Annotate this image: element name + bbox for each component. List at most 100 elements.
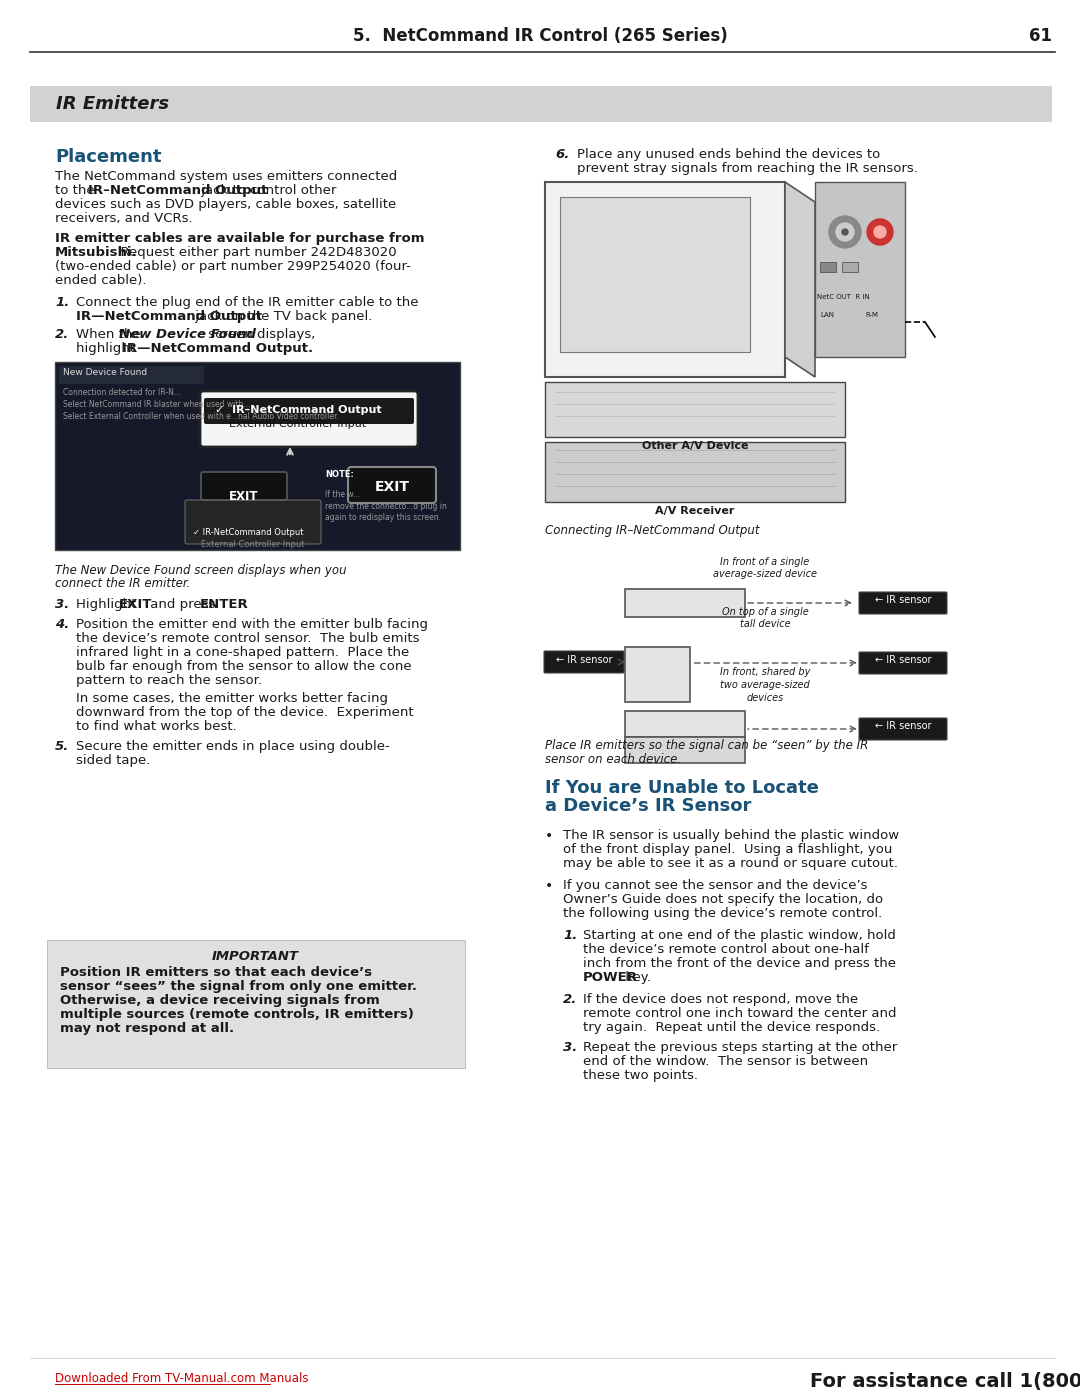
Text: these two points.: these two points. bbox=[583, 1069, 698, 1083]
Text: If You are Unable to Locate: If You are Unable to Locate bbox=[545, 780, 819, 798]
FancyBboxPatch shape bbox=[625, 647, 690, 703]
Text: 1.: 1. bbox=[55, 296, 69, 309]
Text: In some cases, the emitter works better facing: In some cases, the emitter works better … bbox=[76, 692, 388, 705]
Text: to find what works best.: to find what works best. bbox=[76, 719, 237, 733]
FancyBboxPatch shape bbox=[545, 182, 785, 377]
FancyBboxPatch shape bbox=[545, 441, 845, 502]
Text: infrared light in a cone-shaped pattern.  Place the: infrared light in a cone-shaped pattern.… bbox=[76, 645, 409, 659]
Text: POWER: POWER bbox=[583, 971, 638, 983]
Text: multiple sources (remote controls, IR emitters): multiple sources (remote controls, IR em… bbox=[60, 1009, 414, 1021]
Circle shape bbox=[836, 224, 854, 242]
Text: Secure the emitter ends in place using double-: Secure the emitter ends in place using d… bbox=[76, 740, 390, 753]
Text: New Device Found: New Device Found bbox=[119, 328, 256, 341]
Text: prevent stray signals from reaching the IR sensors.: prevent stray signals from reaching the … bbox=[577, 162, 918, 175]
FancyBboxPatch shape bbox=[815, 182, 905, 358]
Text: ← IR sensor: ← IR sensor bbox=[875, 721, 931, 731]
Text: Place IR emitters so the signal can be “seen” by the IR: Place IR emitters so the signal can be “… bbox=[545, 739, 868, 752]
Text: Repeat the previous steps starting at the other: Repeat the previous steps starting at th… bbox=[583, 1041, 897, 1053]
Text: New Device Found: New Device Found bbox=[63, 367, 147, 377]
Text: 61: 61 bbox=[1029, 27, 1052, 45]
Text: A/V Receiver: A/V Receiver bbox=[656, 506, 734, 515]
Text: Otherwise, a device receiving signals from: Otherwise, a device receiving signals fr… bbox=[60, 995, 380, 1007]
Text: Connecting IR–NetCommand Output: Connecting IR–NetCommand Output bbox=[545, 524, 759, 536]
Text: ← IR sensor: ← IR sensor bbox=[556, 655, 612, 665]
Text: ← IR sensor: ← IR sensor bbox=[875, 595, 931, 605]
Text: downward from the top of the device.  Experiment: downward from the top of the device. Exp… bbox=[76, 705, 414, 719]
Text: In front, shared by: In front, shared by bbox=[719, 666, 810, 678]
FancyBboxPatch shape bbox=[48, 940, 465, 1067]
Text: ended cable).: ended cable). bbox=[55, 274, 147, 286]
Text: Placement: Placement bbox=[55, 148, 162, 166]
Text: sided tape.: sided tape. bbox=[76, 754, 150, 767]
Text: IR–NetCommand Output: IR–NetCommand Output bbox=[87, 184, 268, 197]
Text: If you cannot see the sensor and the device’s: If you cannot see the sensor and the dev… bbox=[563, 879, 867, 893]
Circle shape bbox=[874, 226, 886, 237]
Text: EXIT: EXIT bbox=[229, 490, 259, 503]
Text: The New Device Found screen displays when you: The New Device Found screen displays whe… bbox=[55, 564, 347, 577]
Text: 5.: 5. bbox=[55, 740, 69, 753]
Text: IR—NetCommand Output: IR—NetCommand Output bbox=[76, 310, 262, 323]
Text: For assistance call 1(800) 332-2119: For assistance call 1(800) 332-2119 bbox=[810, 1372, 1080, 1391]
FancyBboxPatch shape bbox=[30, 87, 1052, 122]
Circle shape bbox=[829, 217, 861, 249]
Text: .: . bbox=[237, 598, 241, 610]
Text: to the: to the bbox=[55, 184, 99, 197]
FancyBboxPatch shape bbox=[842, 263, 858, 272]
Text: If the device does not respond, move the: If the device does not respond, move the bbox=[583, 993, 859, 1006]
Text: remote control one inch toward the center and: remote control one inch toward the cente… bbox=[583, 1007, 896, 1020]
Text: IR emitter cables are available for purchase from: IR emitter cables are available for purc… bbox=[55, 232, 424, 244]
Text: may be able to see it as a round or square cutout.: may be able to see it as a round or squa… bbox=[563, 856, 897, 870]
Text: may not respond at all.: may not respond at all. bbox=[60, 1023, 234, 1035]
Text: the device’s remote control about one-half: the device’s remote control about one-ha… bbox=[583, 943, 869, 956]
Text: devices: devices bbox=[746, 693, 784, 703]
Text: Highlight: Highlight bbox=[76, 598, 140, 610]
FancyBboxPatch shape bbox=[204, 398, 414, 425]
FancyBboxPatch shape bbox=[625, 711, 745, 738]
Text: Position the emitter end with the emitter bulb facing: Position the emitter end with the emitte… bbox=[76, 617, 428, 631]
Text: IMPORTANT: IMPORTANT bbox=[212, 950, 298, 963]
FancyBboxPatch shape bbox=[348, 467, 436, 503]
Text: end of the window.  The sensor is between: end of the window. The sensor is between bbox=[583, 1055, 868, 1067]
FancyBboxPatch shape bbox=[59, 366, 204, 384]
Polygon shape bbox=[785, 182, 815, 377]
Text: Connection detected for IR-N...: Connection detected for IR-N... bbox=[63, 388, 181, 397]
Circle shape bbox=[867, 219, 893, 244]
Text: of the front display panel.  Using a flashlight, you: of the front display panel. Using a flas… bbox=[563, 842, 892, 856]
FancyBboxPatch shape bbox=[820, 263, 836, 272]
Text: Connect the plug end of the IR emitter cable to the: Connect the plug end of the IR emitter c… bbox=[76, 296, 419, 309]
Text: ✓ IR-NetCommand Output: ✓ IR-NetCommand Output bbox=[193, 528, 303, 536]
Text: sensor “sees” the signal from only one emitter.: sensor “sees” the signal from only one e… bbox=[60, 981, 417, 993]
Text: the following using the device’s remote control.: the following using the device’s remote … bbox=[563, 907, 882, 921]
Text: inch from the front of the device and press the: inch from the front of the device and pr… bbox=[583, 957, 896, 970]
Text: External Controller Input: External Controller Input bbox=[193, 541, 305, 549]
Text: 2.: 2. bbox=[55, 328, 69, 341]
Text: Select External Controller when used with e...nal Audio Video controller.: Select External Controller when used wit… bbox=[63, 412, 339, 420]
Text: 4.: 4. bbox=[55, 617, 69, 631]
Text: 3.: 3. bbox=[563, 1041, 577, 1053]
FancyBboxPatch shape bbox=[55, 362, 460, 550]
Text: The IR sensor is usually behind the plastic window: The IR sensor is usually behind the plas… bbox=[563, 828, 900, 842]
FancyBboxPatch shape bbox=[859, 718, 947, 740]
Text: NOTE:: NOTE: bbox=[325, 469, 354, 479]
Text: (two-ended cable) or part number 299P254020 (four-: (two-ended cable) or part number 299P254… bbox=[55, 260, 410, 272]
Text: devices such as DVD players, cable boxes, satellite: devices such as DVD players, cable boxes… bbox=[55, 198, 396, 211]
FancyBboxPatch shape bbox=[544, 651, 624, 673]
Text: EXIT: EXIT bbox=[119, 598, 152, 610]
Text: On top of a single: On top of a single bbox=[721, 608, 808, 617]
Text: Other A/V Device: Other A/V Device bbox=[642, 441, 748, 451]
Text: Place any unused ends behind the devices to: Place any unused ends behind the devices… bbox=[577, 148, 880, 161]
FancyBboxPatch shape bbox=[859, 652, 947, 673]
Text: average-sized device: average-sized device bbox=[713, 569, 816, 578]
Text: •: • bbox=[545, 828, 553, 842]
Text: jack on the TV back panel.: jack on the TV back panel. bbox=[191, 310, 373, 323]
Text: key.: key. bbox=[621, 971, 651, 983]
Text: a Device’s IR Sensor: a Device’s IR Sensor bbox=[545, 798, 752, 814]
FancyBboxPatch shape bbox=[625, 590, 745, 617]
Text: Starting at one end of the plastic window, hold: Starting at one end of the plastic windo… bbox=[583, 929, 896, 942]
Text: 2.: 2. bbox=[563, 993, 577, 1006]
Text: the device’s remote control sensor.  The bulb emits: the device’s remote control sensor. The … bbox=[76, 631, 419, 645]
Text: Downloaded From TV-Manual.com Manuals: Downloaded From TV-Manual.com Manuals bbox=[55, 1372, 309, 1384]
Circle shape bbox=[842, 229, 848, 235]
FancyBboxPatch shape bbox=[545, 381, 845, 437]
Text: two average-sized: two average-sized bbox=[720, 680, 810, 690]
